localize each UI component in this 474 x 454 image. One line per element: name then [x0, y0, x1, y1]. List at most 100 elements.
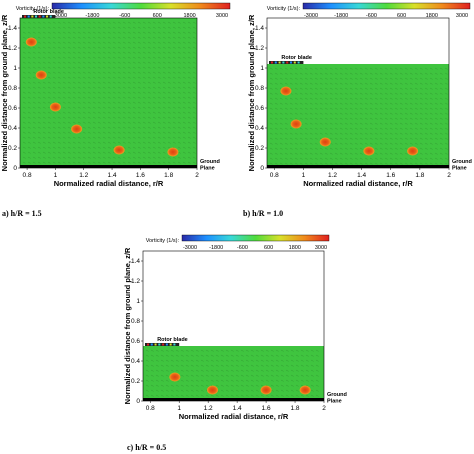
velocity-arrow [102, 66, 106, 69]
velocity-arrow [275, 374, 279, 377]
velocity-arrow [72, 71, 76, 74]
velocity-arrow [167, 96, 171, 99]
velocity-arrow [280, 374, 284, 377]
velocity-arrow [97, 61, 101, 64]
velocity-arrow [364, 77, 368, 80]
velocity-arrow [289, 102, 293, 105]
velocity-arrow [429, 162, 433, 165]
velocity-arrow [57, 121, 61, 124]
velocity-arrow [87, 51, 91, 54]
velocity-arrow [349, 122, 353, 125]
velocity-arrow [52, 66, 56, 69]
velocity-arrow [102, 161, 106, 164]
velocity-arrow [62, 41, 66, 44]
velocity-arrow [364, 72, 368, 75]
velocity-arrow [127, 161, 131, 164]
velocity-arrow [27, 61, 31, 64]
velocity-arrow [364, 87, 368, 90]
velocity-arrow [354, 117, 358, 120]
velocity-arrow [32, 136, 36, 139]
velocity-arrow [439, 142, 443, 145]
velocity-arrow [22, 136, 26, 139]
velocity-arrow [150, 389, 154, 392]
velocity-arrow [87, 126, 91, 129]
velocity-arrow [92, 156, 96, 159]
velocity-arrow [127, 116, 131, 119]
velocity-arrow [389, 72, 393, 75]
velocity-arrow [27, 161, 31, 164]
velocity-arrow [167, 86, 171, 89]
colorbar-tick-label: -1800 [85, 13, 99, 19]
velocity-arrow [112, 96, 116, 99]
velocity-arrow [147, 136, 151, 139]
velocity-arrow [192, 66, 196, 69]
velocity-arrow [182, 121, 186, 124]
velocity-arrow [142, 146, 146, 149]
blade-tip-marker [31, 15, 34, 18]
velocity-arrow [274, 97, 278, 100]
velocity-arrow [92, 51, 96, 54]
velocity-arrow [260, 384, 264, 387]
velocity-arrow [67, 26, 71, 29]
velocity-arrow [315, 369, 319, 372]
velocity-arrow [32, 131, 36, 134]
panel-caption: b) h/R = 1.0 [243, 209, 283, 218]
velocity-arrow [409, 92, 413, 95]
velocity-arrow [245, 349, 249, 352]
flow-field [20, 18, 197, 168]
velocity-arrow [182, 151, 186, 154]
velocity-arrow [37, 56, 41, 59]
velocity-arrow [354, 137, 358, 140]
velocity-arrow [369, 162, 373, 165]
velocity-arrow [177, 51, 181, 54]
velocity-arrow [394, 72, 398, 75]
panel-caption: a) h/R = 1.5 [2, 209, 42, 218]
velocity-arrow [107, 46, 111, 49]
x-tick-label: 1 [54, 172, 58, 179]
velocity-arrow [354, 157, 358, 160]
velocity-arrow [87, 86, 91, 89]
velocity-arrow [235, 359, 239, 362]
velocity-arrow [27, 86, 31, 89]
velocity-arrow [167, 21, 171, 24]
velocity-arrow [122, 46, 126, 49]
velocity-arrow [165, 384, 169, 387]
velocity-arrow [220, 354, 224, 357]
velocity-arrow [304, 102, 308, 105]
velocity-arrow [37, 26, 41, 29]
velocity-arrow [414, 112, 418, 115]
x-axis-label: Normalized radial distance, r/R [303, 179, 413, 188]
velocity-arrow [419, 142, 423, 145]
velocity-arrow [329, 97, 333, 100]
velocity-arrow [155, 354, 159, 357]
velocity-arrow [32, 161, 36, 164]
velocity-arrow [112, 106, 116, 109]
velocity-arrow [349, 72, 353, 75]
velocity-arrow [137, 46, 141, 49]
x-tick-label: 1.2 [204, 405, 213, 412]
velocity-arrow [117, 156, 121, 159]
blade-tip-marker [150, 343, 153, 346]
velocity-arrow [369, 117, 373, 120]
velocity-arrow [344, 97, 348, 100]
velocity-arrow [162, 56, 166, 59]
velocity-arrow [245, 384, 249, 387]
velocity-arrow [142, 111, 146, 114]
flow-field [267, 64, 449, 168]
velocity-arrow [384, 137, 388, 140]
velocity-arrow [87, 156, 91, 159]
velocity-arrow [117, 121, 121, 124]
velocity-arrow [152, 91, 156, 94]
velocity-arrow [127, 41, 131, 44]
velocity-arrow [92, 41, 96, 44]
velocity-arrow [92, 46, 96, 49]
velocity-arrow [37, 161, 41, 164]
velocity-arrow [122, 31, 126, 34]
velocity-arrow [284, 152, 288, 155]
velocity-arrow [344, 87, 348, 90]
velocity-arrow [424, 107, 428, 110]
velocity-arrow [137, 131, 141, 134]
x-tick-label: 1 [177, 405, 181, 412]
velocity-arrow [369, 77, 373, 80]
colorbar-tick-label: 3000 [216, 13, 228, 19]
